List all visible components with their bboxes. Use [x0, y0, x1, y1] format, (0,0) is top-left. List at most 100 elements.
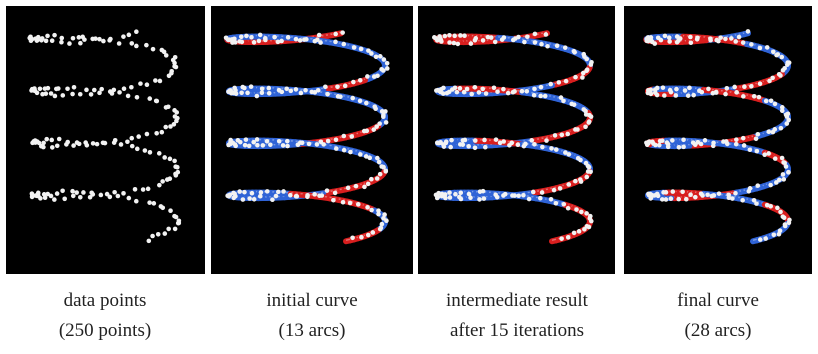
data-point	[284, 86, 289, 91]
data-point	[662, 93, 667, 98]
data-point	[335, 84, 340, 89]
data-point	[358, 152, 363, 157]
data-point	[28, 34, 33, 39]
data-point	[587, 225, 592, 230]
data-point	[160, 205, 165, 210]
data-point	[432, 35, 437, 40]
data-point	[733, 39, 738, 44]
data-point	[755, 183, 760, 188]
data-point	[163, 231, 168, 236]
data-point	[122, 86, 127, 91]
data-point	[150, 234, 155, 239]
data-point	[385, 61, 390, 66]
data-point	[245, 91, 250, 96]
data-point	[40, 36, 45, 41]
data-point	[532, 93, 537, 98]
data-point	[447, 33, 452, 38]
data-point	[787, 220, 792, 225]
data-point	[673, 93, 678, 98]
data-point	[681, 137, 686, 142]
data-point	[689, 40, 694, 45]
data-point	[134, 29, 139, 34]
data-point	[232, 191, 237, 196]
data-point	[449, 138, 454, 143]
data-point	[342, 134, 347, 139]
data-point	[263, 36, 268, 41]
data-point	[688, 35, 693, 40]
data-point	[741, 94, 746, 99]
data-point	[350, 235, 355, 240]
data-point	[674, 87, 679, 92]
data-point	[579, 210, 584, 215]
data-point	[661, 85, 666, 90]
data-point	[742, 143, 747, 148]
data-point	[380, 222, 385, 227]
data-point	[675, 40, 680, 45]
data-point	[56, 86, 61, 91]
data-point	[771, 232, 776, 237]
data-point	[50, 38, 55, 43]
data-point	[757, 95, 762, 100]
data-point	[112, 140, 117, 145]
data-point	[107, 38, 112, 43]
data-point	[578, 158, 583, 163]
data-point	[59, 40, 64, 45]
data-point	[307, 142, 312, 147]
data-point	[60, 188, 65, 193]
data-point	[697, 88, 702, 93]
data-point	[566, 206, 571, 211]
data-point	[742, 84, 747, 89]
data-point	[437, 34, 442, 39]
data-point	[260, 90, 265, 95]
data-point	[453, 192, 458, 197]
data-point	[325, 188, 330, 193]
data-point	[255, 137, 260, 142]
data-point	[243, 143, 248, 148]
caption-line: (13 arcs)	[279, 320, 346, 341]
data-point	[65, 140, 70, 145]
data-point	[748, 147, 753, 152]
data-point	[265, 139, 270, 144]
data-point	[549, 146, 554, 151]
data-point	[92, 88, 97, 93]
data-point	[378, 172, 383, 177]
data-point	[539, 85, 544, 90]
data-point	[574, 207, 579, 212]
data-point	[315, 142, 320, 147]
data-point	[687, 86, 692, 91]
data-point	[586, 169, 591, 174]
data-point	[686, 93, 691, 98]
page: data points (250 points) initial curve (…	[0, 0, 818, 354]
data-point	[241, 197, 246, 202]
data-point	[89, 92, 94, 97]
data-point	[30, 191, 35, 196]
data-point	[473, 36, 478, 41]
data-point	[648, 88, 653, 93]
data-point	[584, 57, 589, 62]
data-point	[168, 157, 173, 162]
data-point	[540, 145, 545, 150]
data-point	[224, 36, 229, 41]
data-point	[783, 224, 788, 229]
data-point	[493, 40, 498, 45]
data-point	[65, 86, 70, 91]
data-point	[174, 215, 179, 220]
data-point	[129, 136, 134, 141]
data-point	[334, 138, 339, 143]
data-point	[348, 201, 353, 206]
data-point	[453, 85, 458, 90]
data-point	[749, 42, 754, 47]
data-point	[147, 239, 152, 244]
data-point	[586, 164, 591, 169]
data-point	[346, 186, 351, 191]
data-point	[341, 42, 346, 47]
data-point	[669, 196, 674, 201]
data-point	[348, 150, 353, 155]
data-point	[44, 137, 49, 142]
data-point	[469, 41, 474, 46]
data-point	[351, 80, 356, 85]
data-point	[544, 138, 549, 143]
data-point	[160, 130, 165, 135]
data-point	[756, 132, 761, 137]
caption-line: (250 points)	[59, 320, 151, 341]
